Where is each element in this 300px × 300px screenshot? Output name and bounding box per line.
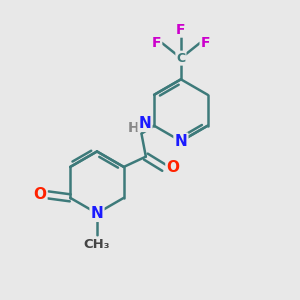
Text: N: N: [175, 134, 187, 149]
Text: H: H: [128, 122, 139, 135]
Text: CH₃: CH₃: [84, 238, 110, 251]
Text: F: F: [176, 22, 186, 37]
Text: N: N: [139, 116, 151, 131]
Text: N: N: [91, 206, 103, 221]
Text: C: C: [176, 52, 185, 64]
Text: O: O: [33, 188, 46, 202]
Text: O: O: [167, 160, 179, 175]
Text: F: F: [201, 36, 210, 50]
Text: F: F: [152, 36, 161, 50]
